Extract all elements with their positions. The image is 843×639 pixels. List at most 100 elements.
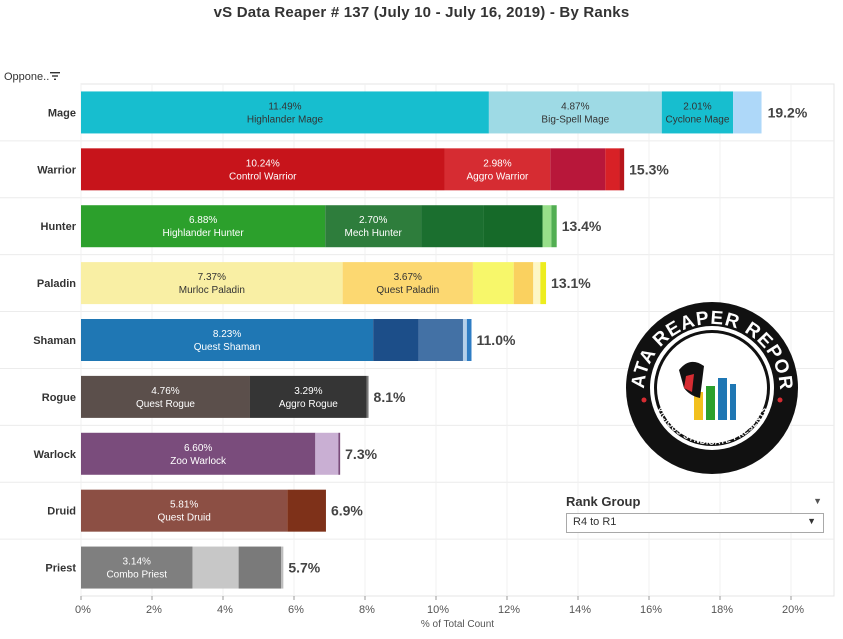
bar-segment <box>421 205 484 248</box>
bar-segment <box>462 319 467 361</box>
segment-name-label: Quest Druid <box>157 513 210 524</box>
segment-value-label: 2.01% <box>683 101 711 112</box>
x-tick-label: 4% <box>217 604 233 616</box>
bar-segment <box>619 148 625 191</box>
bar-total-label: 7.3% <box>345 446 377 462</box>
bar-segment <box>249 375 367 418</box>
segment-name-label: Zoo Warlock <box>170 456 227 467</box>
bar-segment <box>81 432 316 475</box>
data-reaper-report-logo: DATA REAPER REPORT VICIOUS SYNDICATE PRE… <box>624 300 798 474</box>
segment-value-label: 6.60% <box>184 443 212 454</box>
segment-name-label: Quest Rogue <box>136 399 195 410</box>
category-label: Rogue <box>42 392 76 404</box>
x-tick-label: 20% <box>782 604 804 616</box>
category-label: Mage <box>48 107 76 119</box>
bar-segment <box>418 319 463 361</box>
bar-segment <box>81 489 288 532</box>
bar-segment <box>342 262 473 305</box>
x-tick-label: 2% <box>146 604 162 616</box>
bar-segment <box>466 319 472 361</box>
segment-name-label: Quest Shaman <box>194 342 261 353</box>
bar-total-label: 19.2% <box>768 104 808 120</box>
x-tick-label: 12% <box>498 604 520 616</box>
chevron-down-icon: ▼ <box>807 516 816 526</box>
segment-name-label: Murloc Paladin <box>179 285 245 296</box>
bar-segment <box>287 489 326 532</box>
bar-total-label: 13.4% <box>562 218 602 234</box>
bar-segment <box>533 262 541 305</box>
bar-segment <box>373 319 419 361</box>
bar-segment <box>238 546 282 589</box>
bar-segment <box>81 148 445 191</box>
bar-segment <box>81 319 374 361</box>
bar-segment <box>325 205 422 248</box>
segment-name-label: Cyclone Mage <box>665 114 729 125</box>
bar-segment <box>81 205 326 248</box>
bar-segment <box>483 205 543 248</box>
bar-segment <box>661 91 734 134</box>
segment-value-label: 3.67% <box>394 272 422 283</box>
segment-value-label: 7.37% <box>198 272 226 283</box>
rank-group-dropdown[interactable]: R4 to R1 ▼ <box>566 513 824 533</box>
bar-segment <box>513 262 534 305</box>
segment-value-label: 8.23% <box>213 329 241 340</box>
bar-segment <box>550 148 606 191</box>
segment-name-label: Highlander Hunter <box>163 228 245 239</box>
bar-total-label: 5.7% <box>288 560 320 576</box>
chart-title: vS Data Reaper # 137 (July 10 - July 16,… <box>213 4 630 21</box>
bar-segment <box>540 262 547 305</box>
segment-name-label: Combo Priest <box>106 570 167 581</box>
bar-segment <box>542 205 552 248</box>
bar-segment <box>444 148 551 191</box>
bar-segment <box>605 148 620 191</box>
rank-group-title: Rank Group <box>566 494 641 509</box>
segment-name-label: Highlander Mage <box>247 114 324 125</box>
segment-name-label: Aggro Warrior <box>466 171 529 182</box>
filter-menu-caret-icon[interactable]: ▼ <box>813 496 822 506</box>
bar-segment <box>366 375 369 418</box>
bar-total-label: 11.0% <box>477 332 516 348</box>
bar-segment <box>192 546 239 589</box>
category-label: Priest <box>45 563 76 575</box>
x-tick-label: 8% <box>359 604 375 616</box>
x-tick-label: 16% <box>640 604 662 616</box>
segment-value-label: 4.87% <box>561 101 589 112</box>
x-tick-label: 14% <box>569 604 591 616</box>
bar-segment <box>551 205 557 248</box>
category-label: Shaman <box>33 335 76 347</box>
segment-value-label: 5.81% <box>170 500 198 511</box>
x-tick-label: 10% <box>427 604 449 616</box>
segment-value-label: 2.70% <box>359 215 387 226</box>
segment-name-label: Quest Paladin <box>376 285 439 296</box>
bar-segment <box>315 432 339 475</box>
segment-name-label: Aggro Rogue <box>279 399 338 410</box>
bar-segment <box>338 432 341 475</box>
x-tick-label: 0% <box>75 604 91 616</box>
segment-value-label: 6.88% <box>189 215 217 226</box>
category-label: Paladin <box>37 278 76 290</box>
segment-name-label: Mech Hunter <box>345 228 403 239</box>
opponent-header-label[interactable]: Oppone.. <box>4 71 50 83</box>
category-label: Warrior <box>37 164 76 176</box>
segment-value-label: 3.29% <box>294 386 322 397</box>
category-label: Druid <box>47 506 76 518</box>
rank-group-filter: Rank Group ▼ R4 to R1 ▼ <box>566 494 824 533</box>
bar-total-label: 8.1% <box>374 389 406 405</box>
segment-value-label: 3.14% <box>123 557 151 568</box>
bar-total-label: 13.1% <box>551 275 591 291</box>
segment-value-label: 11.49% <box>268 101 301 112</box>
category-label: Warlock <box>34 449 77 461</box>
bar-segment <box>81 375 250 418</box>
bar-segment <box>281 546 284 589</box>
bar-segment <box>81 262 343 305</box>
segment-value-label: 10.24% <box>246 158 280 169</box>
bar-segment <box>81 546 193 589</box>
x-tick-label: 6% <box>288 604 304 616</box>
bar-segment <box>488 91 662 134</box>
segment-value-label: 4.76% <box>151 386 179 397</box>
bar-segment <box>472 262 514 305</box>
sort-icon[interactable] <box>49 70 61 82</box>
bar-total-label: 6.9% <box>331 503 363 519</box>
segment-name-label: Control Warrior <box>229 171 297 182</box>
